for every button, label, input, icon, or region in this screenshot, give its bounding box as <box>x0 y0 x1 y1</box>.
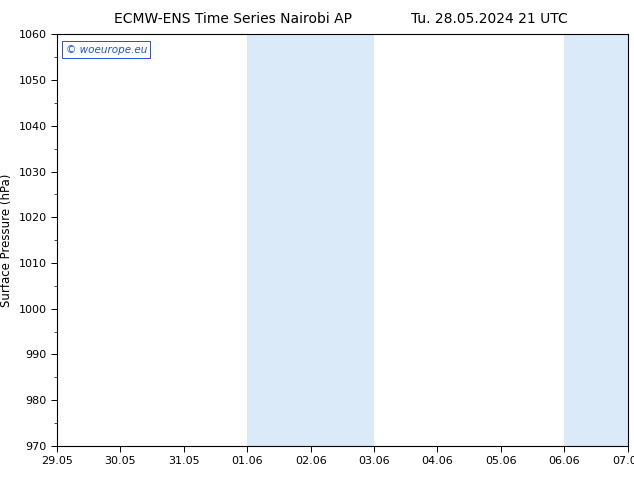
Text: ECMW-ENS Time Series Nairobi AP: ECMW-ENS Time Series Nairobi AP <box>114 12 352 26</box>
Text: Tu. 28.05.2024 21 UTC: Tu. 28.05.2024 21 UTC <box>411 12 567 26</box>
Text: © woeurope.eu: © woeurope.eu <box>66 45 147 54</box>
Bar <box>247 34 374 446</box>
Y-axis label: Surface Pressure (hPa): Surface Pressure (hPa) <box>0 173 13 307</box>
Bar <box>564 34 628 446</box>
